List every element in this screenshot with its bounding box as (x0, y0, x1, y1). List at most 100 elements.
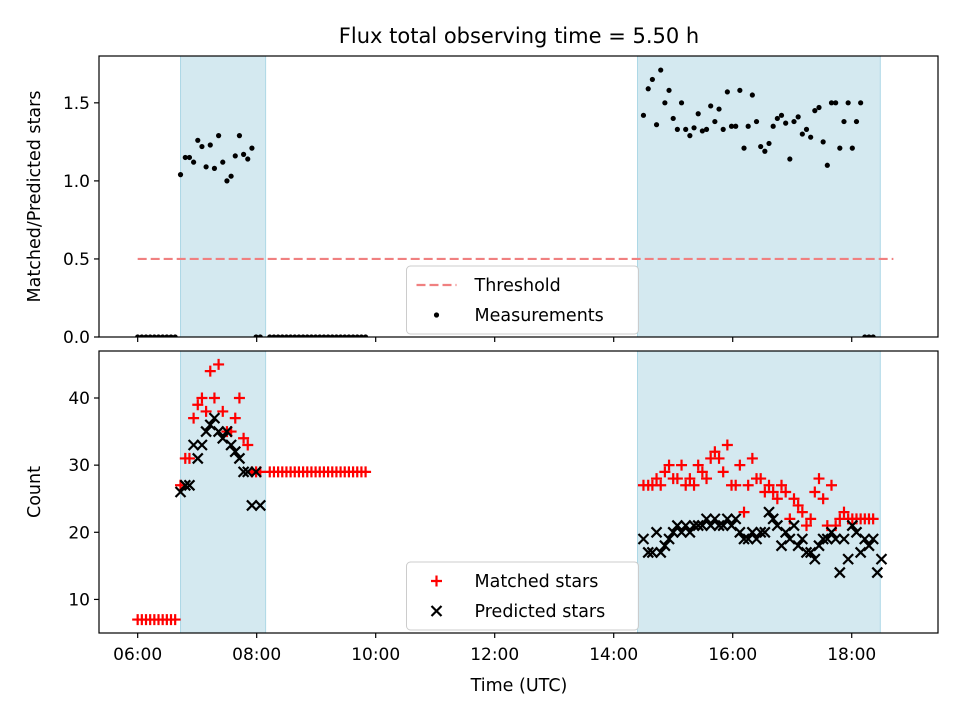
predicted-stars-point (684, 526, 696, 539)
measurements-point (787, 156, 793, 162)
measurements-point (862, 334, 868, 337)
matched-stars-point (200, 405, 212, 417)
predicted-stars-point (759, 526, 771, 539)
predicted-stars-point (809, 553, 821, 565)
predicted-stars-point (796, 533, 809, 545)
measurements-point (317, 334, 323, 337)
y-tick-label: 30 (68, 456, 90, 476)
y-axis-label: Count (25, 466, 45, 518)
predicted-stars-point (200, 425, 212, 438)
matched-stars-point (788, 493, 800, 505)
predicted-stars-point (208, 412, 221, 424)
predicted-stars-point (775, 539, 788, 552)
legend: Threshold Measurements (406, 265, 639, 335)
matched-stars-point (659, 466, 671, 478)
plot-marks (132, 358, 888, 626)
predicted-stars-point (788, 519, 800, 532)
predicted-stars-point (763, 506, 775, 518)
measurements-point (683, 126, 689, 132)
measurements-point (312, 334, 319, 337)
measurements-point (135, 334, 141, 337)
measurements-point (220, 159, 226, 165)
measurements-point (143, 334, 149, 337)
predicted-stars-point (216, 432, 229, 445)
matched-stars-point (684, 473, 696, 485)
x-tick-label: 12:00 (470, 645, 519, 665)
measurements-point (253, 334, 259, 337)
matched-stars-point (825, 479, 837, 491)
matched-stars-point (767, 486, 779, 498)
axes-frame-rect (98, 350, 939, 634)
measurements-point (774, 115, 780, 122)
predicted-stars-point (679, 519, 692, 532)
predicted-stars-point (225, 439, 237, 451)
matched-stars-point (709, 446, 721, 458)
matched-stars-point (805, 513, 817, 525)
measurements-point (240, 151, 247, 157)
predicted-stars-point (663, 533, 675, 545)
measurements-point (749, 92, 755, 98)
matched-stars-point (213, 358, 225, 370)
measurements-point (649, 76, 655, 83)
measurements-point (300, 334, 306, 337)
measurements-point (820, 139, 826, 145)
measurements-point (770, 123, 776, 129)
measurements-point (275, 334, 281, 337)
measurements-point (837, 145, 843, 151)
matched-stars-point (817, 493, 829, 505)
matched-stars-point (242, 439, 254, 451)
predicted-stars-point (834, 566, 846, 579)
predicted-stars-point (241, 466, 254, 478)
measurements-point (168, 334, 174, 337)
matched-stars-point (229, 412, 241, 424)
matched-stars-point (742, 479, 754, 491)
predicted-stars-point (721, 513, 734, 525)
matched-stars-point (796, 506, 808, 518)
predicted-stars-point (688, 519, 700, 532)
y-tick-label: 10 (68, 590, 90, 610)
measurements-point (853, 118, 860, 125)
predicted-stars-point (246, 499, 258, 512)
matched-stars-point (776, 479, 788, 491)
observing-span (637, 350, 881, 634)
measurements-point (203, 164, 209, 170)
measurements-point (791, 118, 797, 125)
predicted-stars-point (675, 526, 688, 539)
measurements-point (160, 334, 166, 337)
y-tick-label: 20 (68, 523, 90, 543)
tick-marks: 0.0 0.5 1.0 1.5 (63, 94, 853, 348)
predicted-stars-point (754, 526, 767, 539)
y-tick-label: 1.0 (63, 172, 90, 192)
measurements-point (296, 334, 302, 337)
measurements-point (795, 114, 801, 120)
measurements-point (799, 131, 805, 137)
legend-label: Matched stars (475, 572, 599, 592)
matched-stars-point (360, 466, 372, 478)
measurements-point (703, 126, 710, 132)
predicted-stars-point (767, 513, 779, 525)
predicted-stars-point (183, 479, 196, 492)
measurements-point (362, 334, 369, 337)
predicted-stars-point (637, 533, 650, 545)
predicted-stars-point (667, 526, 679, 539)
measurements-point (147, 334, 153, 337)
matched-stars-point (800, 520, 812, 532)
measurements-point (245, 156, 251, 162)
measurements-point (321, 334, 327, 337)
predicted-stars-point (696, 519, 709, 532)
measurements-point (182, 154, 188, 161)
measurements-point (841, 118, 847, 125)
measurements-point (824, 162, 830, 168)
matched-stars-point (792, 499, 804, 511)
x-tick-label: 06:00 (113, 645, 162, 665)
matched-stars-point (655, 479, 667, 491)
measurements-point (279, 334, 285, 337)
predicted-stars-point (174, 486, 187, 498)
measurements-point (271, 334, 277, 337)
measurements-point (337, 334, 344, 337)
measurements-point (758, 143, 764, 150)
predicted-stars-point (700, 513, 713, 525)
axes-frame (98, 55, 939, 338)
matched-stars-point (663, 459, 675, 471)
